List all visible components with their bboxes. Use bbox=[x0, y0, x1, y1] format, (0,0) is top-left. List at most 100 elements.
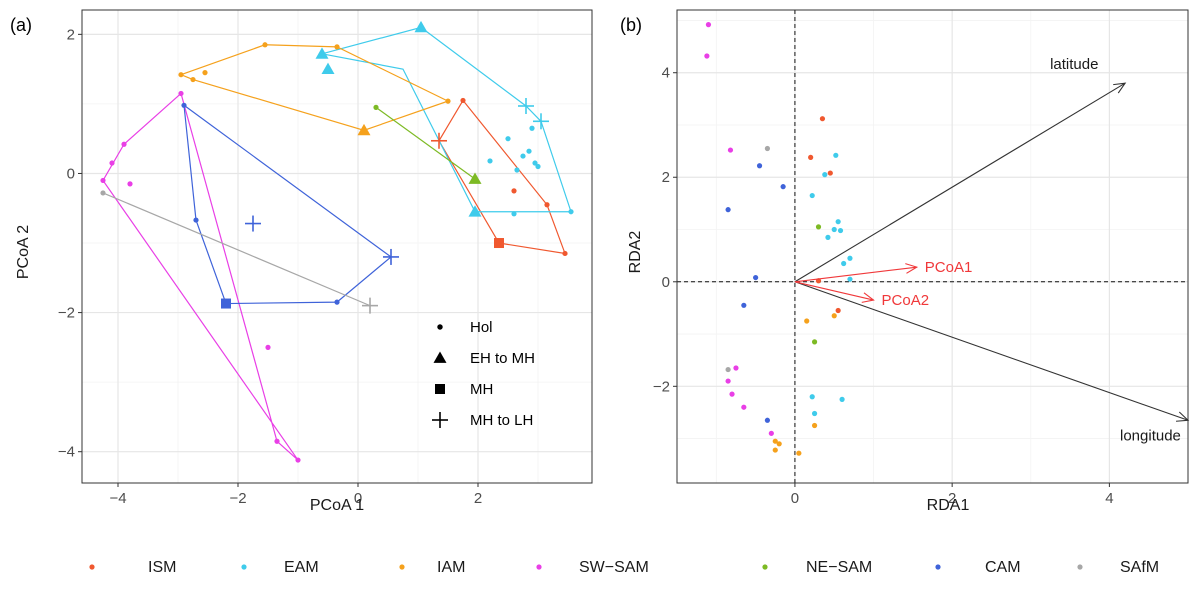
panel-b-x-tick-label: 0 bbox=[791, 490, 799, 507]
point-dot-sw-sam bbox=[274, 438, 280, 444]
legend-label: EH to MH bbox=[470, 350, 535, 367]
panel-b-x-tick-label: 4 bbox=[1105, 490, 1113, 507]
point-cam bbox=[756, 163, 763, 169]
region-legend: ISM EAM IAM SW−SAM NE−SAM CAM SAfM bbox=[89, 559, 1159, 576]
panel-a-y-tick-label: −4 bbox=[58, 444, 75, 461]
legend-label: MH to LH bbox=[470, 412, 533, 429]
point-eam bbox=[825, 234, 831, 240]
panel-a-x-tick-label: 2 bbox=[474, 490, 482, 507]
point-iam bbox=[796, 450, 802, 456]
point-sw-sam bbox=[705, 22, 712, 28]
legend-label: Hol bbox=[470, 319, 493, 336]
panel-a-background bbox=[82, 10, 592, 483]
point-dot-cam bbox=[181, 102, 187, 108]
point-square-cam bbox=[221, 298, 231, 309]
point-eam bbox=[809, 394, 815, 400]
arrow-label: latitude bbox=[1050, 56, 1098, 73]
point-eam bbox=[822, 172, 828, 178]
point-eam bbox=[835, 219, 841, 225]
point-iam bbox=[776, 441, 782, 447]
point-dot-ism bbox=[562, 250, 568, 257]
point-dot-safm bbox=[100, 190, 106, 196]
panel-a-tag: (a) bbox=[10, 15, 32, 35]
point-plus-eam bbox=[518, 97, 534, 114]
legend-label: SAfM bbox=[1120, 559, 1159, 576]
point-dot-eam bbox=[511, 211, 517, 217]
legend-key bbox=[241, 564, 247, 570]
legend-item-ism: ISM bbox=[89, 559, 176, 576]
point-iam bbox=[831, 313, 837, 319]
point-dot-eam bbox=[487, 158, 493, 164]
arrow-label: longitude bbox=[1120, 427, 1181, 444]
point-dot-eam bbox=[526, 148, 532, 154]
point-dot-ism bbox=[460, 97, 466, 104]
panel-b-tag: (b) bbox=[620, 15, 642, 35]
point-cam bbox=[780, 184, 786, 190]
point-sw-sam bbox=[741, 404, 747, 410]
legend-label: EAM bbox=[284, 559, 319, 576]
point-dot-iam bbox=[202, 70, 208, 76]
arrow-pcoa1: PCoA1 bbox=[794, 259, 972, 283]
point-dot-eam bbox=[568, 209, 574, 215]
point-dot-iam bbox=[178, 72, 184, 78]
legend-label: SW−SAM bbox=[579, 559, 649, 576]
point-eam bbox=[841, 260, 847, 267]
panel-a-plot: Hol EH to MH MH MH to LH −4 −2 0 2 −4 −2 0 2 bbox=[58, 9, 593, 507]
arrow-pcoa2: PCoA2 bbox=[794, 281, 930, 309]
legend-key bbox=[1077, 564, 1083, 570]
point-safm bbox=[764, 145, 771, 152]
panel-a-y-axis-title: PCoA 2 bbox=[15, 225, 32, 279]
legend-plus-key bbox=[432, 412, 448, 428]
point-dot-eam bbox=[529, 125, 535, 131]
point-sw-sam bbox=[725, 378, 731, 384]
panel-b-background bbox=[677, 10, 1188, 483]
point-dot-sw-sam bbox=[178, 90, 184, 97]
point-cam bbox=[764, 417, 771, 423]
point-ism bbox=[827, 170, 833, 176]
point-sw-sam bbox=[704, 53, 710, 59]
point-triangle-eam bbox=[414, 20, 428, 33]
point-triangle-eam bbox=[321, 62, 335, 74]
point-eam bbox=[833, 152, 839, 158]
point-dot-sw-sam bbox=[295, 457, 301, 463]
point-eam bbox=[811, 410, 818, 417]
arrow-longitude: longitude bbox=[794, 281, 1190, 444]
panel-b-y-tick-label: −2 bbox=[653, 378, 670, 395]
point-dot-eam bbox=[505, 136, 511, 142]
point-safm bbox=[725, 366, 731, 373]
hull-safm bbox=[102, 192, 371, 307]
panel-a-border bbox=[81, 9, 593, 484]
point-iam bbox=[772, 438, 778, 444]
point-eam bbox=[847, 276, 853, 282]
point-eam bbox=[839, 396, 845, 402]
legend-triangle-key bbox=[433, 351, 447, 363]
point-square-ism bbox=[494, 238, 504, 249]
shape-legend: Hol EH to MH MH MH to LH bbox=[432, 319, 535, 429]
point-dot-ism bbox=[544, 202, 550, 208]
hull-sw-sam bbox=[102, 92, 299, 461]
arrow-label: PCoA2 bbox=[882, 292, 930, 309]
point-eam bbox=[847, 255, 853, 261]
point-dot-ism bbox=[511, 188, 517, 194]
point-dot-sw-sam bbox=[265, 344, 271, 350]
legend-key bbox=[762, 564, 768, 570]
panel-b-plot: latitude longitude PCoA1 PCoA2 0 2 4 −2 0 2 4 bbox=[653, 9, 1190, 507]
point-dot-eam bbox=[535, 163, 541, 170]
point-ne-sam bbox=[811, 339, 818, 345]
point-eam bbox=[837, 227, 844, 234]
point-dot-sw-sam bbox=[127, 181, 133, 187]
legend-item-eam: EAM bbox=[241, 559, 319, 576]
point-dot-iam bbox=[262, 42, 268, 48]
panel-b-y-axis-title: RDA2 bbox=[627, 231, 644, 274]
panel-b-y-tick-label: 0 bbox=[662, 274, 670, 291]
legend-item-cam: CAM bbox=[935, 559, 1021, 576]
legend-item-iam: IAM bbox=[399, 559, 465, 576]
legend-item-sw-sam: SW−SAM bbox=[536, 559, 649, 576]
point-dot-ne-sam bbox=[373, 104, 379, 110]
point-triangle-eam bbox=[468, 205, 482, 217]
point-cam bbox=[753, 274, 759, 281]
point-plus-ism bbox=[431, 132, 447, 149]
point-dot-cam bbox=[193, 217, 199, 223]
point-dot-eam bbox=[514, 167, 520, 173]
point-triangle-iam bbox=[357, 123, 371, 136]
